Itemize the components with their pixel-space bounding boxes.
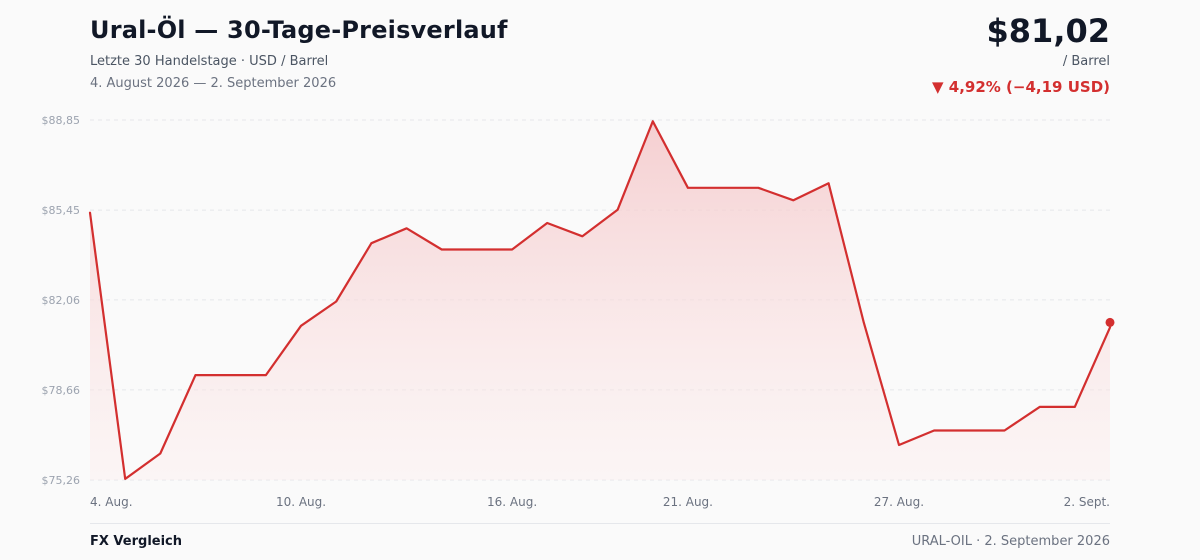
data-point — [756, 186, 760, 190]
chart-subtitle: Letzte 30 Handelstage · USD / Barrel — [90, 54, 329, 69]
y-tick-label: $75,26 — [42, 474, 81, 487]
data-point — [932, 428, 936, 432]
price-unit: / Barrel — [1062, 54, 1110, 69]
data-point — [405, 226, 409, 230]
date-range: 4. August 2026 — 2. September 2026 — [90, 76, 337, 91]
x-tick-label: 16. Aug. — [487, 495, 537, 509]
price-change: ▼ 4,92% (−4,19 USD) — [932, 78, 1110, 96]
data-point — [580, 234, 584, 238]
price-line — [88, 120, 1112, 480]
chart-title: Ural-Öl — 30-Tage-Preisverlauf — [90, 16, 508, 44]
data-point — [1038, 405, 1042, 409]
y-tick-label: $88,85 — [42, 114, 81, 127]
data-point — [88, 211, 92, 215]
y-tick-label: $82,06 — [42, 294, 81, 307]
data-point — [1002, 428, 1006, 432]
data-point — [440, 248, 444, 252]
data-point — [686, 186, 690, 190]
current-price: $81,02 — [986, 12, 1110, 50]
x-tick-label: 10. Aug. — [276, 495, 326, 509]
data-point — [862, 321, 866, 325]
data-point — [299, 324, 303, 328]
data-point — [897, 443, 901, 447]
x-tick-label: 27. Aug. — [874, 495, 924, 509]
y-tick-label: $85,45 — [42, 204, 81, 217]
data-point — [827, 181, 831, 185]
x-axis-labels: 4. Aug. 10. Aug. 16. Aug. 21. Aug. 27. Aug. 2… — [90, 495, 1110, 509]
data-point — [616, 208, 620, 212]
x-tick-label: 2. Sept. — [1064, 495, 1110, 509]
x-tick-label: 21. Aug. — [663, 495, 713, 509]
data-point — [510, 248, 514, 252]
data-point — [545, 221, 549, 225]
data-point — [791, 198, 795, 202]
data-point — [264, 373, 268, 377]
y-tick-label: $78,66 — [42, 384, 81, 397]
footer-source: URAL-OIL · 2. September 2026 — [911, 534, 1110, 549]
data-point — [334, 299, 338, 303]
footer-divider — [90, 523, 1110, 524]
x-tick-label: 4. Aug. — [90, 495, 133, 509]
data-point — [967, 428, 971, 432]
last-price-marker — [1105, 317, 1115, 327]
data-point — [194, 373, 198, 377]
data-point — [721, 186, 725, 190]
data-point — [158, 452, 162, 456]
data-point — [475, 248, 479, 252]
data-point — [1073, 405, 1077, 409]
data-point — [369, 241, 373, 245]
footer-brand: FX Vergleich — [90, 534, 183, 549]
price-area — [90, 121, 1110, 481]
y-axis-labels: $88,85 $85,45 $82,06 $78,66 $75,26 — [42, 114, 81, 487]
data-point — [123, 477, 127, 481]
data-point — [229, 373, 233, 377]
data-point — [651, 119, 655, 123]
